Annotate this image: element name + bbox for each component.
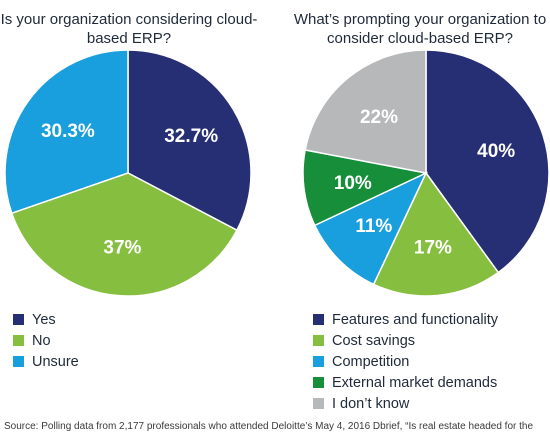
- right-legend-label-1: Cost savings: [332, 332, 416, 349]
- right-legend-item-1: Cost savings: [313, 330, 498, 351]
- right-legend-item-3: External market demands: [313, 372, 498, 393]
- left-legend-item-0: Yes: [13, 309, 79, 330]
- right-slice-label-2: 11%: [355, 216, 392, 237]
- right-slice-3: [302, 149, 429, 227]
- right-legend-label-3: External market demands: [332, 374, 498, 391]
- right-slice-1: [372, 171, 500, 297]
- left-chart-title-text: Is your organization considering cloud-b…: [0, 11, 258, 47]
- right-slice-0: [425, 49, 550, 274]
- right-legend-swatch-4: [313, 398, 324, 409]
- right-slice-label-0: 40%: [477, 141, 515, 162]
- left-slice-2: [4, 49, 129, 215]
- right-legend-label-4: I don’t know: [332, 395, 410, 412]
- left-legend-swatch-1: [13, 335, 24, 346]
- right-slice-2: [313, 171, 428, 286]
- left-legend-label-0: Yes: [32, 311, 56, 328]
- left-legend: Yes No Unsure: [13, 309, 79, 372]
- right-legend-item-4: I don’t know: [313, 393, 498, 414]
- left-slice-label-1: 37%: [103, 238, 141, 259]
- left-legend-label-2: Unsure: [32, 353, 79, 370]
- source-note: Source: Polling data from 2,177 professi…: [4, 421, 534, 432]
- right-legend-item-0: Features and functionality: [313, 309, 498, 330]
- right-chart-title-text: What’s prompting your organization to co…: [293, 11, 547, 47]
- right-slice-4: [304, 49, 427, 174]
- right-legend: Features and functionality Cost savings Co…: [313, 309, 498, 414]
- left-chart-title: Is your organization considering cloud-b…: [0, 10, 258, 48]
- right-legend-label-2: Competition: [332, 353, 410, 370]
- left-slice-1: [10, 172, 238, 297]
- right-legend-label-0: Features and functionality: [332, 311, 499, 328]
- left-slice-0: [127, 49, 252, 232]
- left-legend-swatch-0: [13, 314, 24, 325]
- right-slice-label-4: 22%: [360, 107, 398, 128]
- right-legend-swatch-1: [313, 335, 324, 346]
- right-legend-item-2: Competition: [313, 351, 498, 372]
- right-legend-swatch-3: [313, 377, 324, 388]
- right-legend-swatch-0: [313, 314, 324, 325]
- right-legend-swatch-2: [313, 356, 324, 367]
- left-slice-label-2: 30.3%: [41, 121, 95, 142]
- right-slice-label-3: 10%: [334, 173, 372, 194]
- left-legend-label-1: No: [32, 332, 51, 349]
- left-legend-item-1: No: [13, 330, 79, 351]
- left-slice-label-0: 32.7%: [164, 126, 218, 147]
- right-chart-title: What’s prompting your organization to co…: [290, 10, 550, 48]
- left-legend-item-2: Unsure: [13, 351, 79, 372]
- right-slice-label-1: 17%: [414, 237, 452, 258]
- left-legend-swatch-2: [13, 356, 24, 367]
